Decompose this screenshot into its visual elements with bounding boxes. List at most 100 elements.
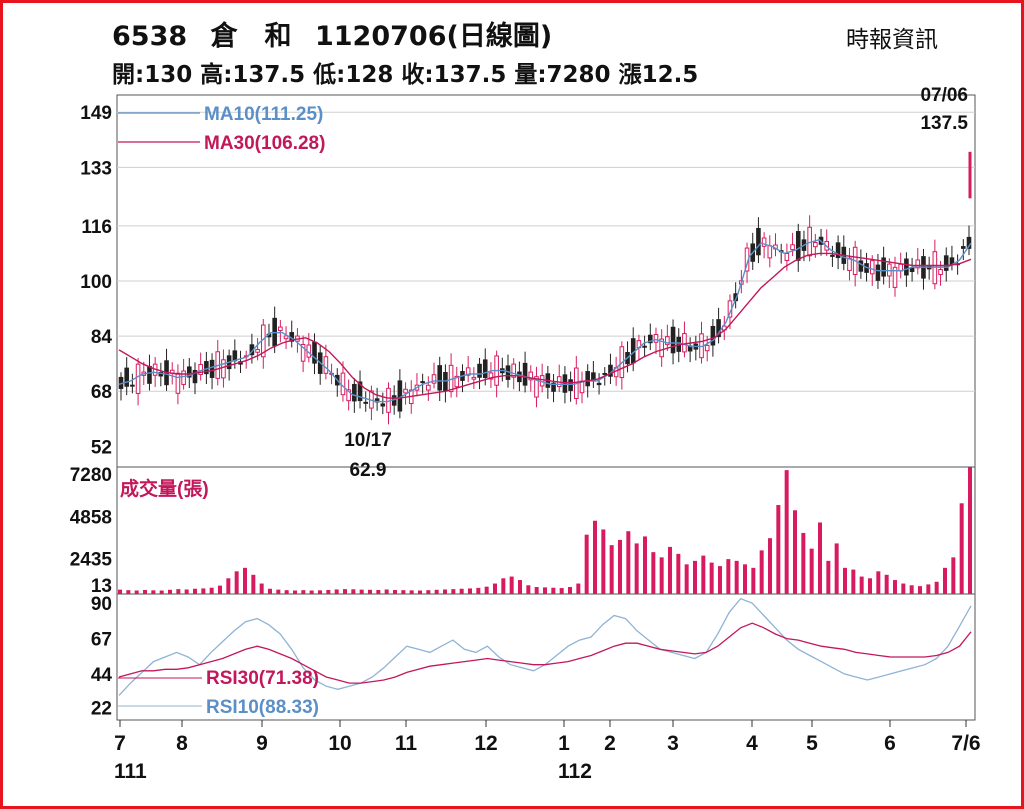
stock-code: 6538 [112,21,188,52]
volume-bar [159,590,164,594]
candle-body [278,326,283,332]
month-label: 10 [328,732,351,755]
volume-bar [568,587,572,594]
volume-bar [284,590,289,594]
candle-body [881,257,886,277]
candle-body [175,372,181,394]
candle-body [204,361,209,375]
candle-body [568,379,573,391]
volume-bar [609,545,614,594]
candle-body [943,255,949,271]
candle-body [454,375,460,388]
candle-body [528,371,534,381]
volume-bar [718,566,722,594]
volume-bar [659,557,664,594]
volume-bar [376,589,381,594]
volume-bar [926,584,931,594]
candle-body [961,246,966,249]
candle-body [795,231,801,261]
candle-body [642,345,647,348]
volume-bar [759,550,764,594]
volume-bar [484,586,489,594]
volume-bar [968,467,972,594]
candle-body [420,381,425,384]
volume-bar [834,543,839,594]
volume-bar [701,555,706,594]
volume-bar [276,589,281,594]
volume-bar [801,532,806,594]
ma30-legend-label: MA30(106.28) [204,133,325,154]
ma10-line [118,238,972,403]
volume-bar [901,583,906,594]
rsi-tick-label: 22 [91,699,112,720]
volume-bar [651,552,656,594]
candle-body [482,359,488,378]
candle-body [904,258,909,276]
candle-body [835,242,841,259]
volume-bar [259,583,264,594]
high-value-annotation: 137.5 [920,113,968,134]
rsi-tick-label: 90 [91,594,112,615]
candle-body [966,236,972,249]
month-label: 7/6 [951,732,980,755]
volume-bar [426,590,431,594]
candle-body [426,384,431,391]
volume-bar [234,571,239,594]
volume-bar [351,589,356,594]
volume-bar [826,560,831,594]
volume-bar [201,588,206,594]
price-tick-label: 133 [80,158,112,179]
candle-body [340,372,346,396]
volume-bar [909,585,914,594]
high-date-annotation: 07/06 [920,85,968,106]
candle-body [665,336,670,346]
price-tick-label: 84 [91,327,113,348]
volume-bar [309,590,314,594]
rsi30-legend-label: RSI30(71.38) [206,668,319,689]
candle-body [147,365,152,384]
rsi-tick-label: 44 [91,665,113,686]
rsi30-line [118,622,972,684]
volume-bar [634,543,639,594]
volume-bar [684,564,689,594]
ohlc-item: 高:137.5 [200,62,306,88]
volume-bar [326,589,331,594]
candle-body [534,376,539,398]
volume-bar [301,590,306,594]
volume-bar [551,587,556,594]
volume-bar [293,590,297,594]
candle-body [300,344,306,362]
candle-body [352,383,357,402]
candle-body [602,372,608,375]
volume-bar [493,583,497,594]
volume-bar [668,546,672,594]
volume-bar [209,587,214,594]
candle-body [186,366,192,378]
volume-bar [151,590,156,594]
volume-bar [618,539,622,594]
volume-tick-label: 7280 [70,465,112,486]
volume-bar [401,590,406,594]
volume-bar [184,589,189,594]
volume-bar [818,522,822,594]
year-label: 111 [114,760,147,783]
volume-bar [859,576,864,594]
candle-body [397,380,403,412]
volume-tick-label: 2435 [70,550,113,571]
ohlc-summary: 開:130 高:137.5 低:128 收:137.5 量:7280 漲12.5 [112,55,706,89]
volume-bar [518,580,522,594]
volume-bar [343,589,347,594]
candle-body [130,384,135,387]
source-label: 時報資訊 [846,27,938,53]
volume-bar [868,578,872,594]
candle-body [124,367,129,387]
volume-bar [584,534,589,594]
volume-bar [643,536,647,594]
candle-body [653,334,659,343]
candle-body [875,264,881,281]
volume-bar [959,503,964,594]
candle-body [551,382,556,392]
price-tick-label: 100 [80,272,112,293]
